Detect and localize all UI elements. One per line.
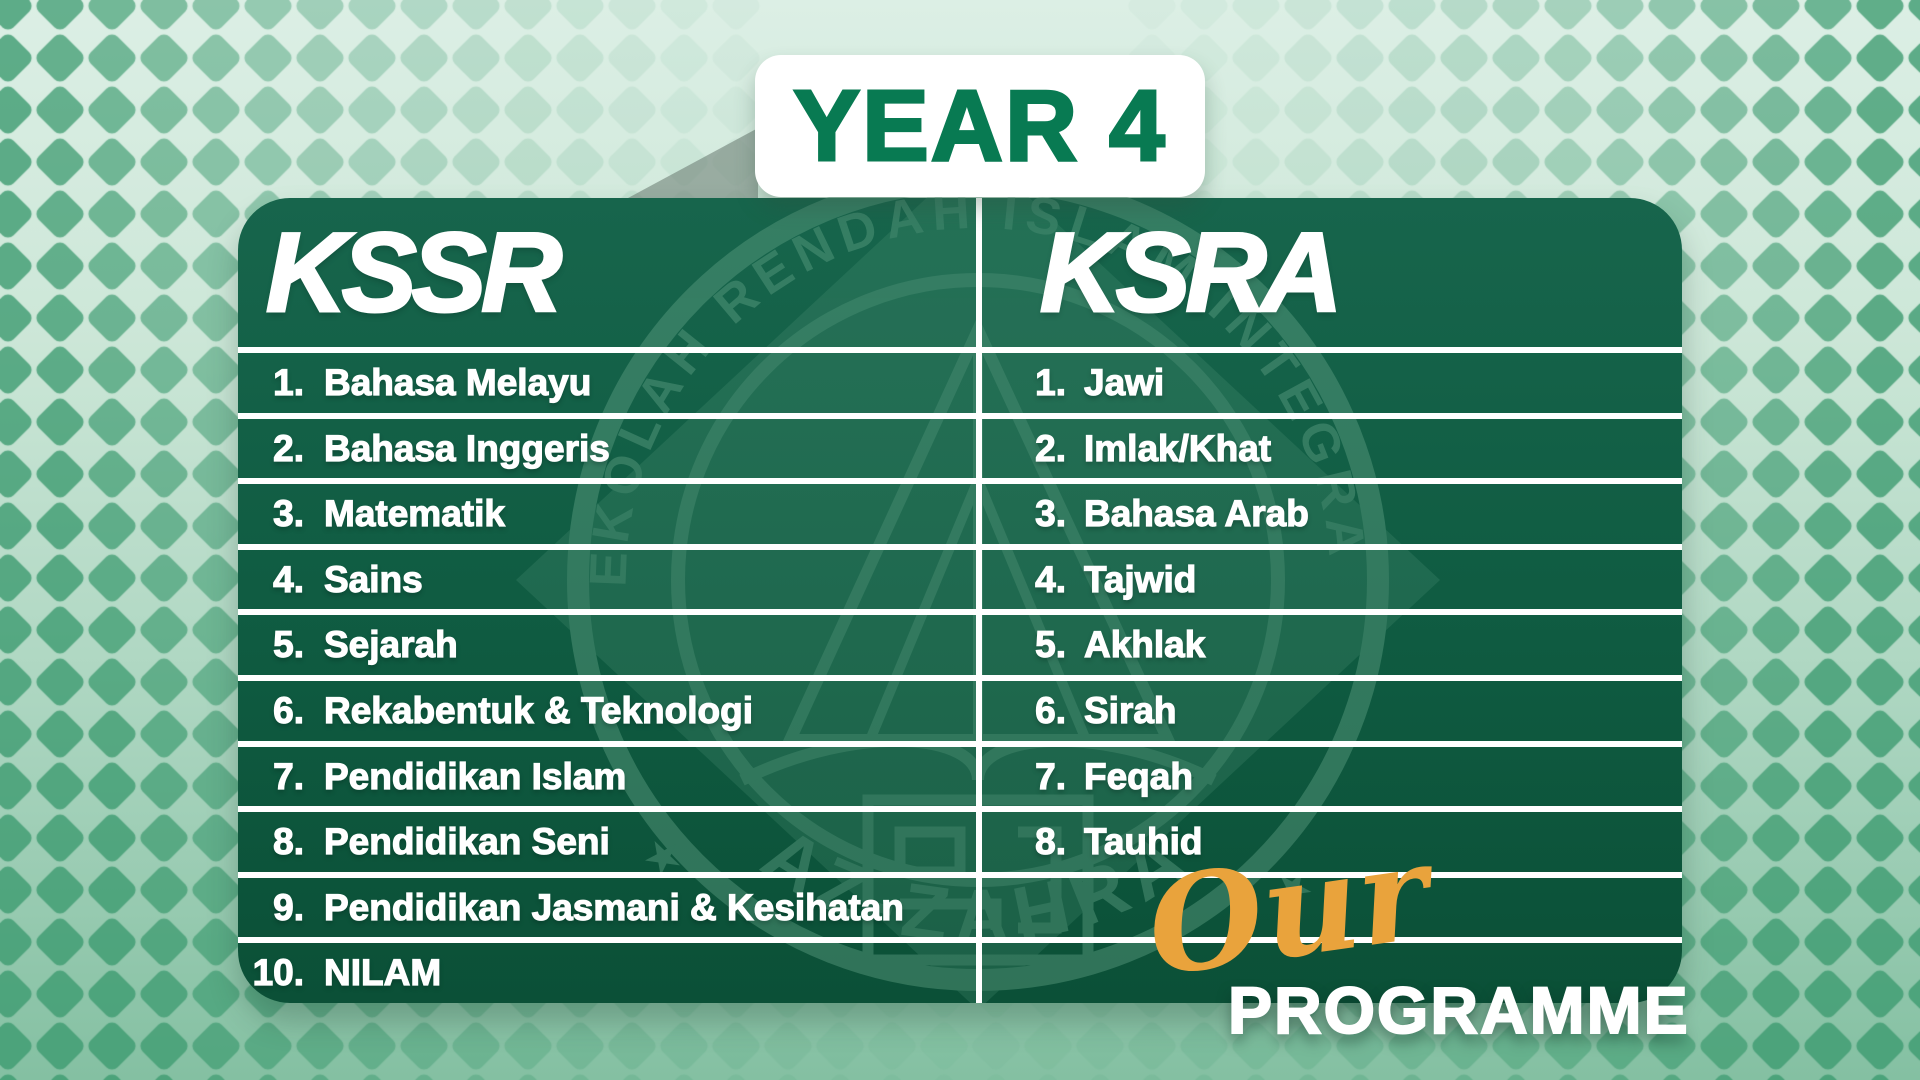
row-divider xyxy=(238,543,976,550)
list-item: 2. Bahasa Inggeris xyxy=(238,419,976,479)
row-number: 2. xyxy=(273,427,305,469)
row-divider xyxy=(238,937,976,944)
row-divider xyxy=(982,740,1682,747)
row-number: 1. xyxy=(273,361,305,403)
row-label: Pendidikan Seni xyxy=(323,821,610,863)
row-divider xyxy=(982,412,1682,419)
row-number: 7. xyxy=(1035,755,1067,797)
row-label: Sirah xyxy=(1083,689,1177,731)
row-number: 2. xyxy=(1035,427,1067,469)
row-label: Pendidikan Jasmani & Kesihatan xyxy=(323,886,904,928)
row-label: Tauhid xyxy=(1083,821,1203,863)
row-divider xyxy=(238,806,976,813)
row-label: Bahasa Inggeris xyxy=(323,427,610,469)
row-divider xyxy=(982,543,1682,550)
list-item: 6. Sirah xyxy=(982,681,1682,741)
year-badge-label: YEAR 4 xyxy=(792,68,1167,183)
row-number: 3. xyxy=(1035,493,1067,535)
list-item: 5. Sejarah xyxy=(238,615,976,675)
row-divider xyxy=(982,937,1682,944)
row-label: Matematik xyxy=(323,493,505,535)
row-number: 4. xyxy=(1035,558,1067,600)
list-item: 7. Feqah xyxy=(982,747,1682,807)
row-number: 5. xyxy=(273,624,305,666)
row-number: 6. xyxy=(1035,689,1067,731)
row-number: 3. xyxy=(273,493,305,535)
column-header-ksra-label: KSRA xyxy=(1038,209,1343,337)
row-divider xyxy=(238,412,976,419)
list-item: 10. NILAM xyxy=(238,943,976,1003)
row-number: 8. xyxy=(1035,821,1067,863)
list-item: 6. Rekabentuk & Teknologi xyxy=(238,681,976,741)
list-item: 9. Pendidikan Jasmani & Kesihatan xyxy=(238,878,976,938)
list-item: 3. Matematik xyxy=(238,484,976,544)
row-number: 5. xyxy=(1035,624,1067,666)
list-item: 1. Bahasa Melayu xyxy=(238,353,976,413)
column-header-kssr-label: KSSR xyxy=(264,209,563,337)
table-grid xyxy=(238,198,1682,1003)
row-label: Bahasa Melayu xyxy=(323,361,592,403)
year-badge: YEAR 4 xyxy=(755,55,1205,197)
row-label: Pendidikan Islam xyxy=(323,755,627,797)
row-label: Rekabentuk & Teknologi xyxy=(323,689,753,731)
list-item: 2. Imlak/Khat xyxy=(982,419,1682,479)
row-divider xyxy=(238,478,976,485)
row-divider xyxy=(238,675,976,681)
column-divider xyxy=(976,198,982,1003)
list-item: 8. Pendidikan Seni xyxy=(238,812,976,872)
row-divider xyxy=(982,675,1682,681)
row-label: Imlak/Khat xyxy=(1083,427,1272,469)
row-divider xyxy=(238,347,976,353)
row-label: NILAM xyxy=(323,952,442,994)
row-divider xyxy=(238,609,976,616)
row-number: 7. xyxy=(273,755,305,797)
row-divider xyxy=(982,609,1682,616)
row-label: Bahasa Arab xyxy=(1083,493,1309,535)
list-item: 8. Tauhid xyxy=(982,812,1682,872)
list-item: 4. Tajwid xyxy=(982,550,1682,610)
row-label: Akhlak xyxy=(1083,624,1206,666)
row-label: Sejarah xyxy=(323,624,458,666)
row-divider xyxy=(982,806,1682,813)
row-number: 4. xyxy=(273,558,305,600)
ksra-subject-list: 1. Jawi 2. Imlak/Khat 3. Bahasa Arab 4. Tajwid 5… xyxy=(982,198,1682,1003)
list-item: 7. Pendidikan Islam xyxy=(238,747,976,807)
list-item: 4. Sains xyxy=(238,550,976,610)
list-item: 5. Akhlak xyxy=(982,615,1682,675)
row-divider xyxy=(982,347,1682,353)
row-label: Jawi xyxy=(1083,361,1165,403)
list-item: 1. Jawi xyxy=(982,353,1682,413)
kssr-subject-list: 1. Bahasa Melayu 2. Bahasa Inggeris 3. Matema… xyxy=(238,198,976,1003)
column-header-ksra: KSRA xyxy=(1038,198,1343,347)
row-number: 9. xyxy=(273,886,305,928)
row-number: 6. xyxy=(273,689,305,731)
row-divider xyxy=(238,740,976,747)
row-label: Sains xyxy=(323,558,423,600)
row-number: 10. xyxy=(252,952,305,994)
row-divider xyxy=(982,478,1682,485)
subjects-panel: SEKOLAH RENDAH ISLAM INTEGRASI AZ-ZAHRA … xyxy=(238,198,1682,1003)
row-divider xyxy=(982,871,1682,878)
row-label: Tajwid xyxy=(1083,558,1197,600)
row-number: 8. xyxy=(273,821,305,863)
row-number: 1. xyxy=(1035,361,1067,403)
list-item: 3. Bahasa Arab xyxy=(982,484,1682,544)
row-label: Feqah xyxy=(1083,755,1193,797)
column-header-kssr: KSSR xyxy=(264,198,563,347)
row-divider xyxy=(238,871,976,878)
